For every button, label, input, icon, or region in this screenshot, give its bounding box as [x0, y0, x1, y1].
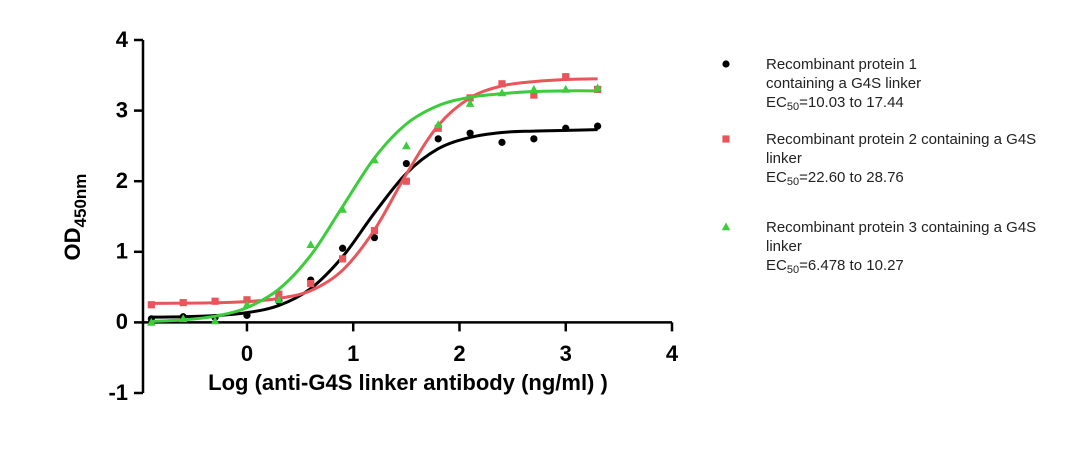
- legend-ec50: EC50=10.03 to 17.44: [766, 93, 981, 117]
- legend-label: Recombinant protein 3 containing a G4S l…: [766, 219, 1037, 255]
- point: [243, 311, 251, 319]
- legend-ec50: EC50=22.60 to 28.76: [766, 168, 1076, 192]
- y-axis-label: OD450nm: [60, 174, 90, 261]
- ec-label: EC: [766, 257, 787, 274]
- y-tick-label: 3: [116, 97, 128, 122]
- point: [338, 204, 347, 213]
- legend-marker: [722, 135, 730, 143]
- y-axis-label-main: OD: [60, 227, 85, 260]
- legend-label: Recombinant protein 1 containing a G4S l…: [766, 56, 922, 92]
- ec-label: EC: [766, 94, 787, 111]
- ec-sub: 50: [786, 101, 800, 113]
- point: [594, 122, 602, 130]
- y-axis-label-sub: 450nm: [71, 174, 90, 228]
- point: [147, 317, 156, 326]
- point: [530, 135, 538, 143]
- y-tick-label: 1: [116, 239, 128, 264]
- x-axis-label: Log (anti-G4S linker antibody (ng/ml) ): [208, 370, 608, 395]
- point: [211, 297, 219, 305]
- point: [466, 129, 474, 137]
- point: [434, 124, 442, 132]
- point: [306, 240, 316, 249]
- ec50-range: =10.03 to 17.44: [799, 94, 904, 111]
- ec-sub: 50: [786, 264, 800, 276]
- point: [178, 314, 188, 323]
- point: [465, 99, 475, 107]
- point: [593, 83, 602, 92]
- fit-curve: [151, 89, 598, 323]
- y-tick-label: 0: [116, 309, 128, 334]
- point: [179, 299, 187, 307]
- y-tick-label: 4: [116, 27, 129, 52]
- ec-sub: 50: [786, 176, 800, 188]
- legend-ec50: EC50=6.478 to 10.27: [766, 256, 1076, 280]
- fit-curve: [151, 77, 598, 305]
- ec50-range: =6.478 to 10.27: [799, 257, 904, 274]
- point: [147, 301, 155, 309]
- point: [497, 88, 507, 97]
- point: [529, 84, 539, 93]
- legend-marker: [722, 60, 730, 68]
- y-tick-label: 2: [116, 168, 128, 193]
- point: [402, 177, 410, 185]
- x-tick-label: 1: [347, 341, 359, 366]
- point: [242, 300, 252, 309]
- point: [562, 124, 570, 132]
- point: [370, 227, 379, 235]
- point: [370, 155, 379, 164]
- point: [434, 135, 442, 143]
- point: [370, 234, 379, 242]
- legend-entry: Recombinant protein 1 containing a G4S l…: [766, 55, 981, 117]
- point: [338, 255, 347, 263]
- point: [498, 138, 506, 146]
- legend-label: Recombinant protein 2 containing a G4S l…: [766, 131, 1037, 167]
- point: [530, 91, 538, 99]
- legend-entry: Recombinant protein 2 containing a G4S l…: [766, 130, 1076, 192]
- point: [307, 279, 315, 288]
- point: [498, 80, 506, 88]
- legend-entry: Recombinant protein 3 containing a G4S l…: [766, 218, 1076, 280]
- x-tick-label: 4: [666, 341, 679, 366]
- point: [561, 84, 571, 93]
- x-tick-label: 3: [560, 341, 572, 366]
- x-tick-label: 2: [453, 341, 465, 366]
- point: [433, 120, 443, 129]
- point: [243, 296, 251, 304]
- ec-label: EC: [766, 169, 787, 186]
- ec50-range: =22.60 to 28.76: [799, 169, 904, 186]
- point: [402, 159, 410, 168]
- y-tick-label: -1: [108, 380, 128, 405]
- point: [402, 141, 411, 150]
- point: [338, 244, 347, 252]
- legend-marker: [721, 222, 731, 231]
- point: [210, 316, 220, 325]
- x-tick-label: 0: [241, 341, 253, 366]
- point: [275, 290, 283, 298]
- point: [274, 295, 284, 304]
- point: [562, 73, 570, 81]
